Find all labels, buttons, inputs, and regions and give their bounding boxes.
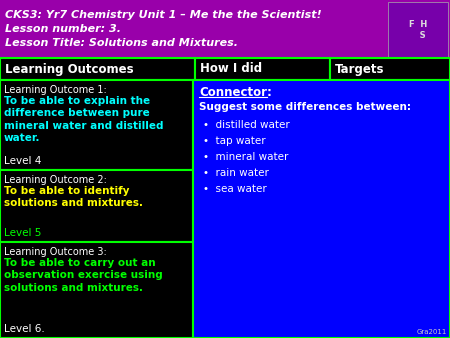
Bar — [330, 58, 450, 80]
Text: Targets: Targets — [335, 63, 384, 75]
Text: •  rain water: • rain water — [203, 168, 269, 178]
Text: How I did: How I did — [200, 63, 262, 75]
Bar — [195, 58, 330, 80]
Text: Level 4: Level 4 — [4, 156, 41, 166]
Text: Connector:: Connector: — [199, 86, 272, 99]
Text: Level 6.: Level 6. — [4, 324, 45, 334]
Text: To be able to identify
solutions and mixtures.: To be able to identify solutions and mix… — [4, 186, 143, 209]
Text: To be able to carry out an
observation exercise using
solutions and mixtures.: To be able to carry out an observation e… — [4, 258, 163, 293]
Bar — [193, 80, 450, 338]
Text: Learning Outcome 2:: Learning Outcome 2: — [4, 175, 107, 185]
Text: F  H
   S: F H S — [409, 20, 427, 40]
Text: •  sea water: • sea water — [203, 184, 267, 194]
Text: Lesson Title: Solutions and Mixtures.: Lesson Title: Solutions and Mixtures. — [5, 38, 238, 48]
Bar — [0, 242, 193, 338]
Bar — [0, 80, 193, 170]
Text: Learning Outcomes: Learning Outcomes — [5, 63, 134, 75]
Text: Gra2011: Gra2011 — [417, 329, 447, 335]
Text: •  mineral water: • mineral water — [203, 152, 288, 162]
Text: CKS3: Yr7 Chemistry Unit 1 – Me the the Scientist!: CKS3: Yr7 Chemistry Unit 1 – Me the the … — [5, 10, 322, 20]
Text: •  tap water: • tap water — [203, 136, 266, 146]
Text: Level 5: Level 5 — [4, 228, 41, 238]
Text: To be able to explain the
difference between pure
mineral water and distilled
wa: To be able to explain the difference bet… — [4, 96, 163, 143]
Text: Learning Outcome 3:: Learning Outcome 3: — [4, 247, 107, 257]
Bar — [0, 0, 450, 58]
Bar — [388, 2, 448, 57]
Text: Lesson number: 3.: Lesson number: 3. — [5, 24, 121, 34]
Text: Learning Outcome 1:: Learning Outcome 1: — [4, 85, 107, 95]
Text: •  distilled water: • distilled water — [203, 120, 290, 130]
Text: Suggest some differences between:: Suggest some differences between: — [199, 102, 411, 112]
Bar — [0, 58, 195, 80]
Bar — [0, 170, 193, 242]
